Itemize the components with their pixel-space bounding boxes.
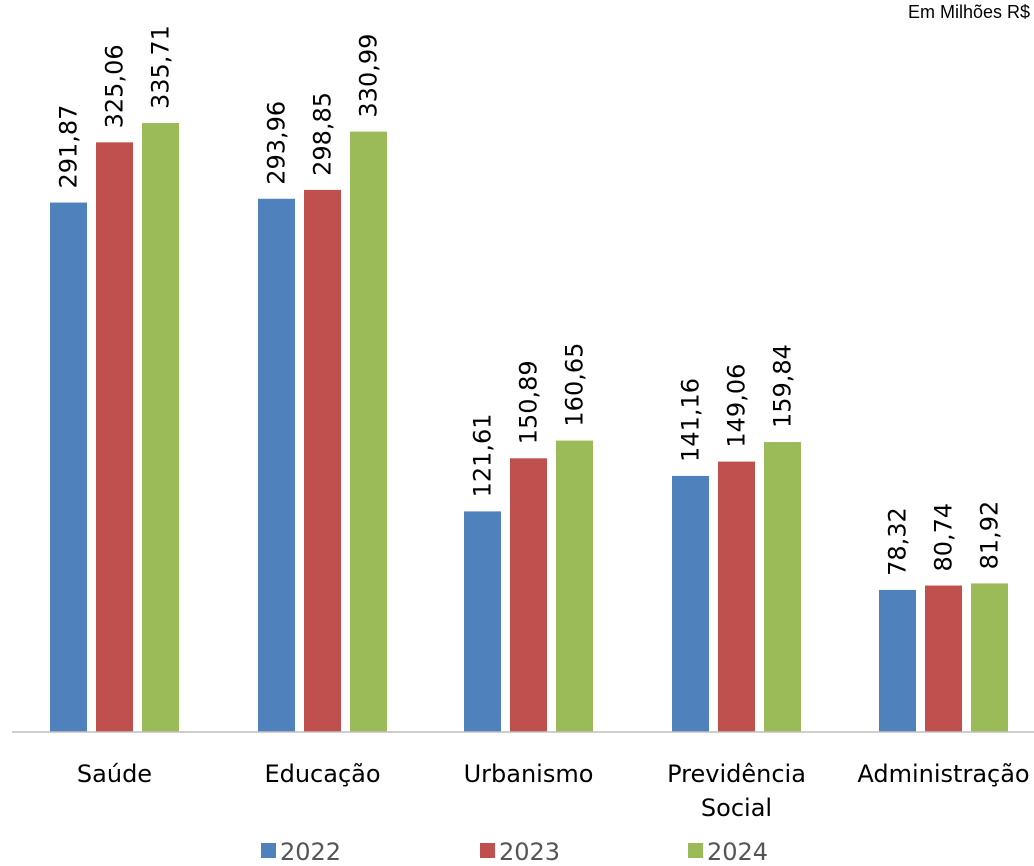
- bar-previdencia-social-2022: [672, 475, 709, 732]
- data-label-administracao-2024: 81,92: [976, 501, 1004, 570]
- bars-layer: [50, 123, 1008, 733]
- category-label-saude: Saúde: [77, 760, 152, 788]
- legend-swatch-2022: [261, 843, 276, 858]
- data-label-saude-2022: 291,87: [55, 105, 83, 189]
- data-label-educacao-2024: 330,99: [355, 34, 383, 118]
- data-label-saude-2023: 325,06: [101, 44, 129, 128]
- legend: 2022 2023 2024: [261, 838, 768, 866]
- data-label-urbanismo-2023: 150,89: [515, 360, 543, 444]
- bar-urbanismo-2023: [510, 458, 547, 732]
- bar-administracao-2023: [925, 585, 962, 732]
- data-label-previdencia-social-2023: 149,06: [723, 364, 751, 448]
- bar-saude-2023: [96, 142, 133, 733]
- legend-label-2023: 2023: [499, 838, 560, 866]
- bar-educacao-2024: [350, 131, 387, 732]
- category-labels-layer: Saúde Educação Urbanismo Previdência Social A…: [77, 760, 1030, 822]
- category-label-educacao: Educação: [264, 760, 380, 788]
- legend-label-2024: 2024: [707, 838, 768, 866]
- bar-urbanismo-2022: [464, 511, 501, 732]
- legend-swatch-2024: [688, 843, 703, 858]
- bar-previdencia-social-2023: [718, 461, 755, 732]
- bar-urbanismo-2024: [556, 440, 593, 732]
- legend-swatch-2023: [480, 843, 495, 858]
- data-label-saude-2024: 335,71: [147, 25, 175, 109]
- data-label-educacao-2022: 293,96: [263, 101, 291, 185]
- data-label-administracao-2022: 78,32: [884, 507, 912, 576]
- bar-educacao-2022: [258, 198, 295, 732]
- bar-administracao-2022: [879, 589, 916, 732]
- data-label-educacao-2023: 298,85: [309, 92, 337, 176]
- category-label-previdencia-social-line-1: Previdência: [667, 760, 806, 788]
- bar-educacao-2023: [304, 189, 341, 732]
- bar-saude-2024: [142, 123, 179, 733]
- data-label-previdencia-social-2024: 159,84: [769, 344, 797, 428]
- category-label-previdencia-social-line-2: Social: [701, 794, 772, 822]
- category-label-urbanismo: Urbanismo: [464, 760, 594, 788]
- category-label-administracao: Administração: [857, 760, 1029, 788]
- legend-label-2022: 2022: [280, 838, 341, 866]
- unit-note: Em Milhões R$: [908, 2, 1030, 22]
- bar-previdencia-social-2024: [764, 442, 801, 732]
- bar-administracao-2024: [971, 583, 1008, 732]
- data-label-administracao-2023: 80,74: [930, 503, 958, 572]
- data-label-urbanismo-2024: 160,65: [561, 343, 589, 427]
- bar-saude-2022: [50, 202, 87, 732]
- data-labels-layer: 291,87 325,06 335,71 293,96 298,85 330,99 121,…: [55, 25, 1004, 576]
- data-label-urbanismo-2022: 121,61: [469, 413, 497, 497]
- data-label-previdencia-social-2022: 141,16: [677, 378, 705, 462]
